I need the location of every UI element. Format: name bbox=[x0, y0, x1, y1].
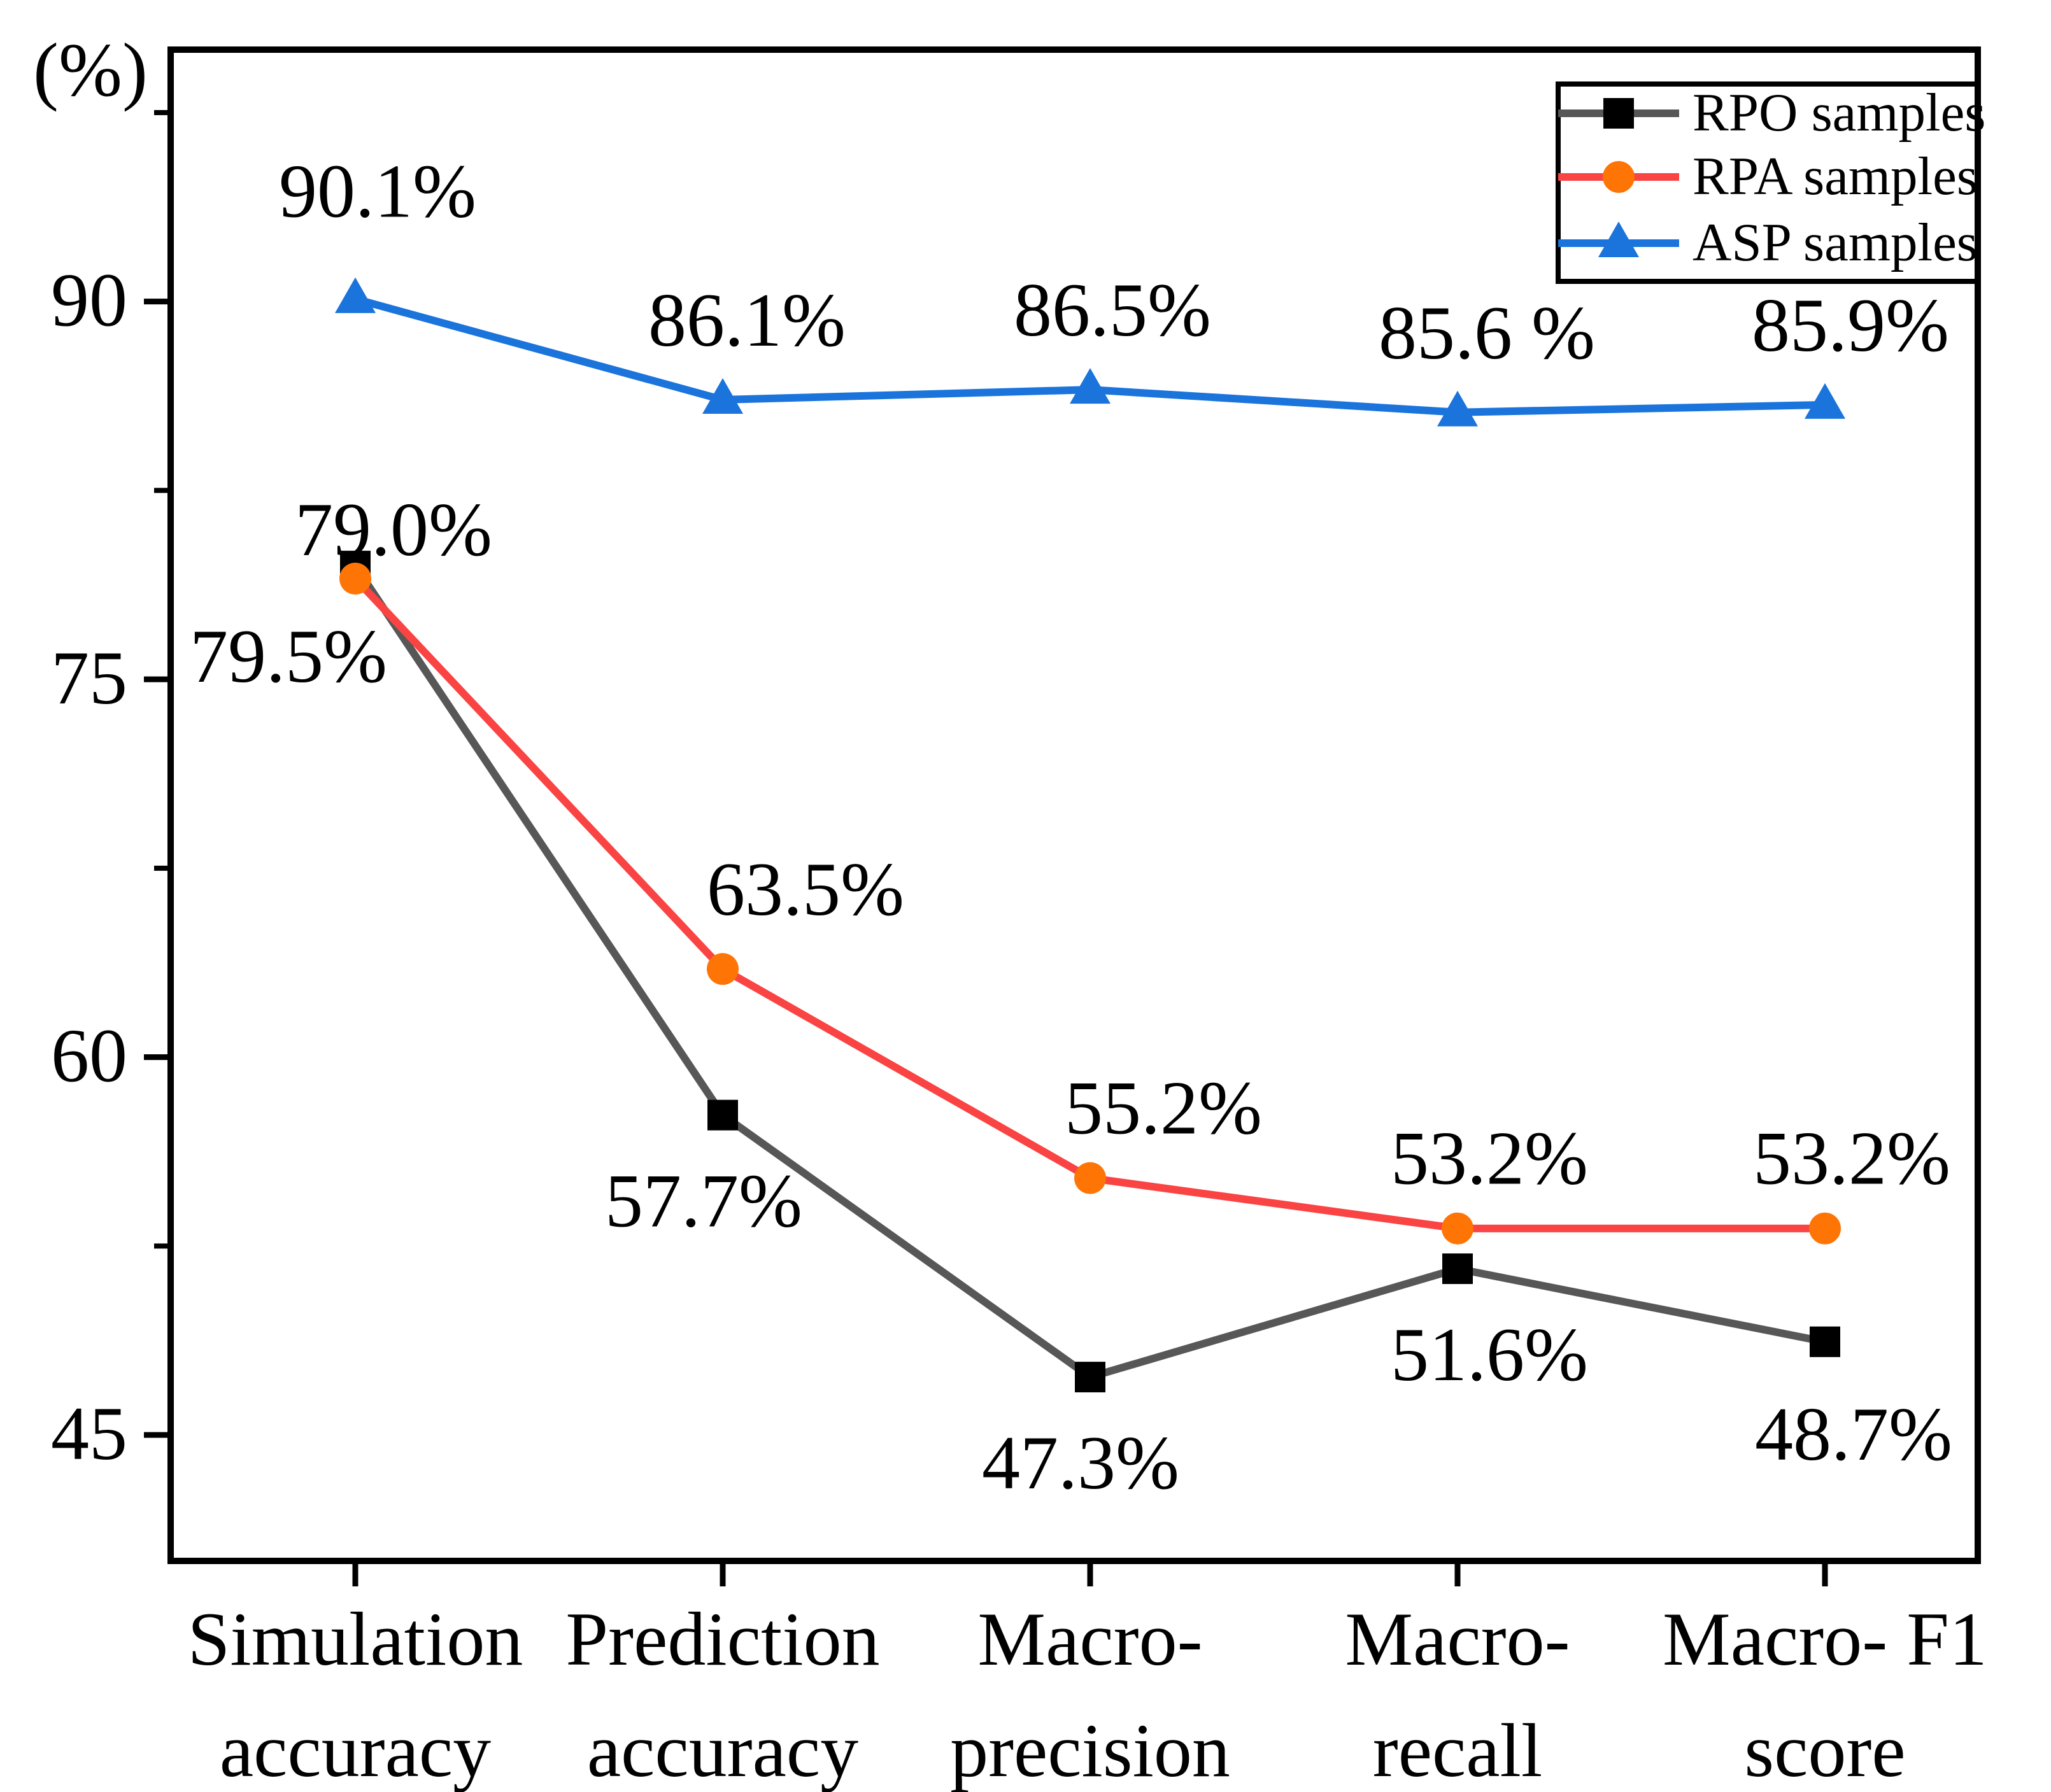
plot-frame bbox=[167, 46, 1981, 1564]
y-tick-label: 75 bbox=[51, 635, 127, 720]
x-category-label-line2: recall bbox=[1373, 1708, 1542, 1792]
series-asp-samples: 90.1% 86.1% 86.5% 85.6 % 85.9% bbox=[279, 149, 1949, 427]
x-category-label-line1: Simulation bbox=[188, 1597, 523, 1681]
asp-samples-point-label: 86.1% bbox=[648, 278, 846, 362]
rpa-samples-point-label: 55.2% bbox=[1065, 1066, 1262, 1150]
series-rpa-samples: 79.0% 63.5% 55.2% 53.2% 53.2% bbox=[295, 487, 1950, 1245]
rpa-samples-marker bbox=[707, 953, 739, 985]
rpa-samples-marker bbox=[1809, 1212, 1841, 1245]
rpa-samples-point-label: 53.2% bbox=[1391, 1116, 1588, 1201]
y-axis-unit-label: (%) bbox=[33, 27, 148, 112]
x-category-label-line1: Prediction bbox=[565, 1597, 879, 1681]
rpo-samples-marker bbox=[1810, 1326, 1840, 1357]
rpa-samples-point-label: 63.5% bbox=[707, 847, 904, 931]
asp-samples-point-label: 85.9% bbox=[1752, 283, 1949, 367]
asp-samples-marker bbox=[335, 277, 376, 313]
x-category-label-line2: accuracy bbox=[220, 1708, 491, 1792]
asp-samples-marker bbox=[1070, 368, 1111, 404]
asp-samples-marker bbox=[1437, 390, 1478, 427]
rpa-samples-marker bbox=[339, 562, 371, 595]
legend-label: ASP samples bbox=[1693, 213, 1978, 272]
rpa-samples-point-label: 79.0% bbox=[295, 487, 492, 572]
legend-circle-marker bbox=[1603, 161, 1635, 193]
rpo-samples-point-label: 79.5% bbox=[190, 614, 387, 698]
x-category-label-line1: Macro- bbox=[977, 1597, 1202, 1681]
rpo-samples-line bbox=[352, 563, 1826, 1381]
series-rpo-samples: 79.5% 57.7% 47.3% 51.6% 48.7% bbox=[190, 551, 1952, 1505]
asp-samples-point-label: 86.5% bbox=[1014, 267, 1211, 352]
rpo-samples-point-label: 57.7% bbox=[605, 1159, 802, 1243]
rpa-samples-marker bbox=[1074, 1162, 1106, 1194]
rpo-samples-point-label: 48.7% bbox=[1755, 1392, 1952, 1476]
legend-label: RPA samples bbox=[1693, 146, 1978, 206]
x-category-label-line1: Macro- F1 bbox=[1663, 1597, 1987, 1681]
x-category-label-line2: accuracy bbox=[587, 1708, 858, 1792]
rpa-samples-point-label: 53.2% bbox=[1753, 1116, 1950, 1201]
rpa-samples-marker bbox=[1442, 1212, 1473, 1245]
y-tick-label: 60 bbox=[51, 1013, 127, 1098]
legend-item-rpa-samples: RPA samples bbox=[1558, 146, 1978, 206]
x-category-label-line1: Macro- bbox=[1345, 1597, 1570, 1681]
legend-square-marker bbox=[1603, 98, 1634, 129]
x-category-label-line2: score bbox=[1744, 1708, 1905, 1792]
legend-triangle-marker bbox=[1598, 222, 1639, 257]
legend-item-asp-samples: ASP samples bbox=[1558, 213, 1978, 272]
asp-samples-point-label: 85.6 % bbox=[1379, 290, 1595, 375]
y-tick-label: 90 bbox=[51, 258, 127, 342]
asp-samples-marker bbox=[702, 377, 743, 414]
rpo-samples-point-label: 51.6% bbox=[1391, 1312, 1588, 1397]
rpo-samples-marker bbox=[1442, 1253, 1473, 1285]
x-category-label-line2: precision bbox=[950, 1708, 1230, 1792]
y-tick-label: 45 bbox=[51, 1391, 127, 1476]
rpo-samples-marker bbox=[707, 1099, 738, 1131]
legend-item-rpo-samples: RPO samples bbox=[1558, 83, 1985, 143]
rpo-samples-point-label: 47.3% bbox=[982, 1420, 1179, 1505]
legend-label: RPO samples bbox=[1693, 83, 1985, 143]
rpo-samples-marker bbox=[1075, 1362, 1105, 1393]
asp-samples-marker bbox=[1805, 383, 1845, 419]
asp-samples-point-label: 90.1% bbox=[279, 149, 476, 234]
